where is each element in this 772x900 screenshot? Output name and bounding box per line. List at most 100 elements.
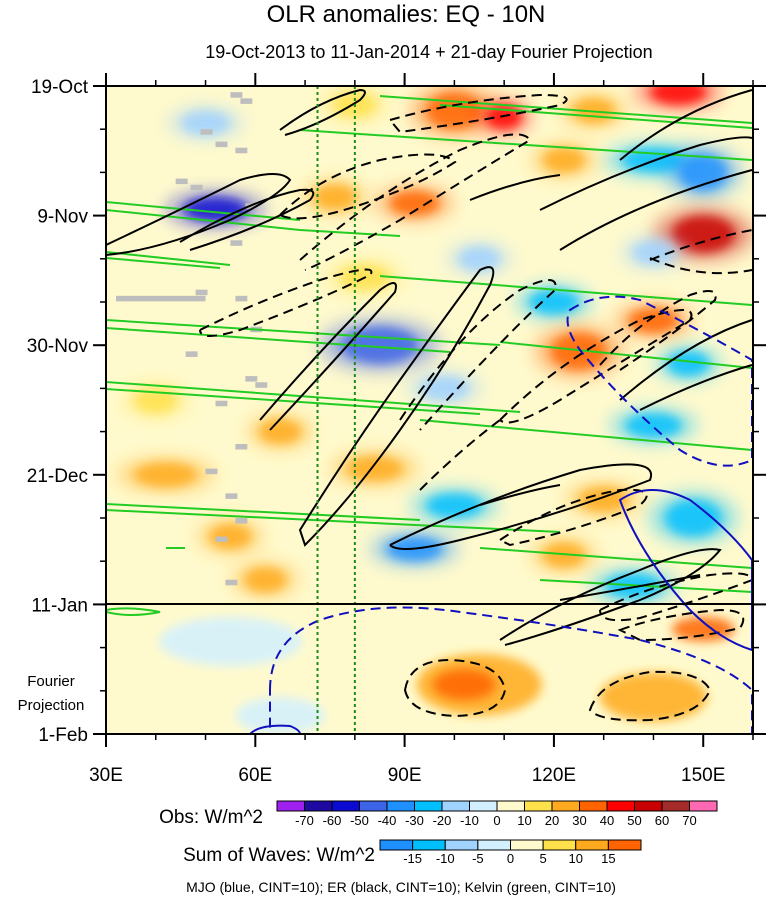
er-contour-solid (639, 364, 753, 411)
projection-label-line2: Projection (18, 697, 85, 714)
colorbar-swatch (386, 800, 415, 812)
anomaly-blob (244, 567, 287, 593)
projection-blob (235, 696, 325, 734)
y-tick-label: 9-Nov (37, 207, 88, 228)
missing-cell (215, 400, 228, 407)
er-contour-solid (619, 319, 753, 401)
x-tick-label: 60E (238, 765, 272, 786)
anomaly-blob (542, 147, 585, 173)
projection-blob (432, 669, 496, 701)
chart-subtitle: 19-Oct-2013 to 11-Jan-2014 + 21-day Four… (205, 42, 652, 62)
anomaly-blob (678, 153, 728, 191)
kelvin-contour (106, 381, 521, 413)
colorbar-swatch (477, 839, 511, 851)
anomaly-blob (209, 524, 252, 549)
colorbar-swatch (551, 800, 580, 812)
missing-cell (240, 98, 253, 104)
colorbar-swatch (441, 800, 470, 812)
colorbar-swatch (510, 839, 544, 851)
colorbar-swatch (414, 800, 443, 812)
er-contour-dashed (617, 608, 745, 642)
anomaly-blob (632, 240, 675, 265)
colorbar-tick-label: 0 (493, 813, 500, 828)
kelvin-contour (299, 129, 753, 161)
colorbar-swatch (542, 839, 577, 851)
mjo-contour-dashed (566, 295, 753, 467)
x-tick-label: 90E (388, 765, 422, 786)
er-contour-dashed (399, 279, 557, 431)
y-tick-label: 11-Jan (31, 595, 88, 616)
er-contour-solid (499, 548, 722, 646)
colorbar-swatch (575, 839, 609, 851)
missing-cell (245, 376, 258, 382)
er-contour-dashed (599, 290, 717, 371)
missing-cell (225, 493, 238, 499)
anomaly-blob (426, 493, 483, 518)
colorbar-tick-label: 15 (601, 851, 615, 866)
colorbar-tick-label: 20 (545, 813, 559, 828)
er-contour-dashed (279, 153, 457, 220)
y-tick-label: 30-Nov (27, 336, 89, 357)
er-contour-dashed (299, 133, 532, 271)
colorbar-swatch (469, 800, 498, 812)
kelvin-contour (439, 104, 753, 129)
colorbar-swatch (606, 800, 635, 812)
kelvin-contour (106, 319, 501, 346)
kelvin-contour (379, 95, 753, 124)
kelvin-contour (419, 419, 753, 451)
kelvin-contour (106, 201, 301, 221)
er-wave-contours (106, 88, 753, 722)
er-contour-dashed (649, 229, 753, 261)
kelvin-contour (106, 503, 421, 521)
projection-label-line1: Fourier (27, 673, 75, 690)
anomaly-blob (259, 419, 302, 444)
anomaly-blob (346, 456, 403, 481)
plot-area (106, 86, 753, 734)
waves-colorbar-label: Sum of Waves: W/m^2 (183, 845, 375, 866)
colorbar-tick-label: -50 (350, 813, 369, 828)
contour-legend: MJO (blue, CINT=10); ER (black, CINT=10)… (186, 879, 616, 895)
colorbar-tick-label: -10 (460, 813, 479, 828)
chart-title: OLR anomalies: EQ - 10N (267, 1, 546, 28)
missing-cell (215, 536, 228, 543)
er-contour-solid (259, 282, 397, 431)
er-contour-dashed (199, 268, 373, 337)
missing-cell (235, 295, 248, 302)
colorbar-tick-label: -70 (295, 813, 314, 828)
missing-cell (230, 240, 243, 246)
missing-cell (235, 443, 248, 450)
colorbar-swatch (661, 800, 690, 812)
missing-cell (185, 351, 198, 357)
anomaly-blob (184, 197, 247, 222)
er-contour-dashed (649, 257, 753, 275)
anomaly-blob (650, 86, 707, 105)
er-contour-solid (179, 188, 315, 251)
er-contour-dashed (403, 658, 507, 718)
colorbar-tick-label: -20 (433, 813, 452, 828)
er-contour-solid (479, 484, 561, 506)
kelvin-contour (479, 547, 753, 569)
colorbar-tick-label: -5 (472, 851, 484, 866)
colorbar-tick-label: -60 (323, 813, 342, 828)
er-contour-solid (389, 463, 653, 550)
er-contour-solid (559, 574, 701, 601)
missing-cell (225, 579, 238, 586)
er-contour-solid (106, 173, 292, 256)
colorbar-swatch (379, 839, 414, 851)
colorbar-swatch (412, 839, 446, 851)
anomaly-blob (529, 289, 579, 315)
mjo-contours (249, 295, 753, 734)
mjo-contour-solid (249, 724, 301, 734)
colorbar-tick-label: 0 (507, 851, 514, 866)
kelvin-contour (106, 257, 221, 269)
colorbar-tick-label: 70 (682, 813, 696, 828)
reference-lines (316, 86, 356, 734)
colorbar-tick-label: 50 (627, 813, 641, 828)
projection-blob (599, 672, 708, 722)
colorbar-swatch (689, 800, 718, 812)
kelvin-contour (106, 509, 561, 533)
projection-anomaly-field (106, 604, 753, 734)
colorbar-tick-label: -10 (436, 851, 455, 866)
plot-frame (105, 85, 754, 735)
